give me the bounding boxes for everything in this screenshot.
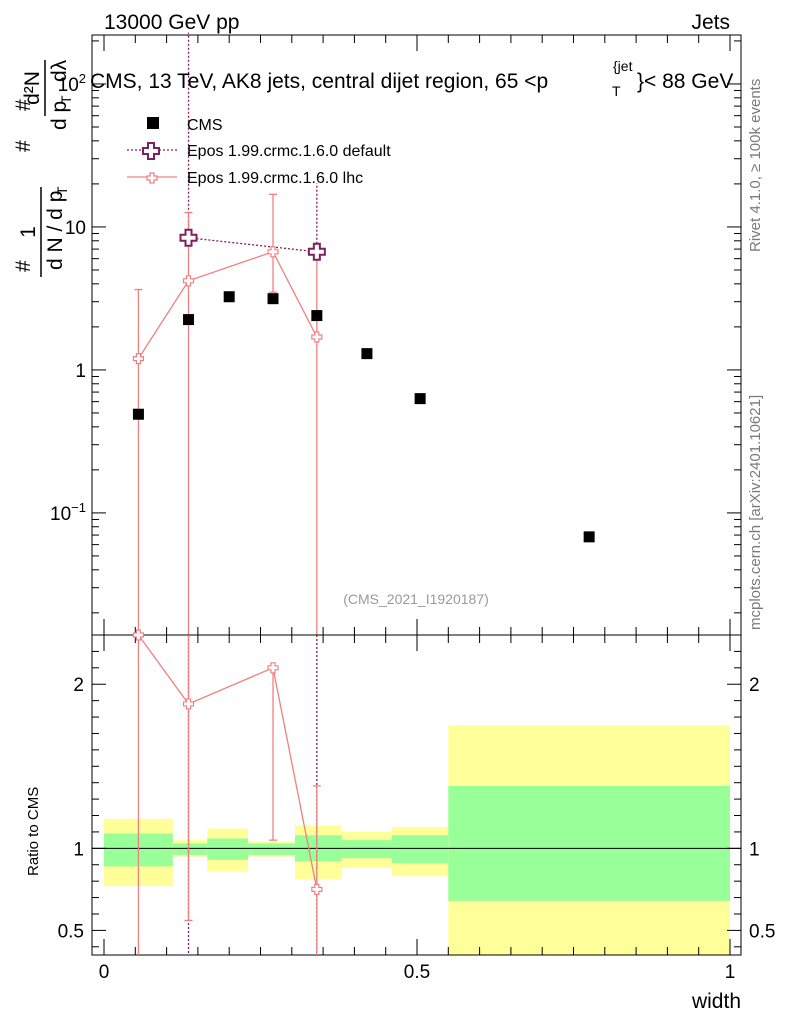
y-tick-label: 1: [75, 361, 86, 382]
ratio-y-tick-label: 1: [73, 839, 84, 860]
svg-text:d²N: d²N: [21, 71, 44, 105]
y-tick-label: 10−1: [50, 500, 86, 525]
series-lhc-point: [182, 275, 195, 287]
header-left: 13000 GeV pp: [104, 11, 239, 34]
x-tick-label: 0: [99, 962, 110, 983]
series-cms-point: [311, 310, 323, 322]
x-tick-label: 1: [725, 962, 736, 983]
ratio-ylabel: Ratio to CMS: [25, 787, 42, 876]
y-tick-label: 10: [65, 218, 86, 239]
analysis-watermark: (CMS_2021_I1920187): [343, 591, 489, 607]
series-cms-point: [223, 291, 235, 303]
main-panel: 10−1 1 10 102: [50, 32, 742, 636]
mcplots-label: mcplots.cern.ch [arXiv:2401.10621]: [747, 395, 764, 630]
x-tick-label: 0.5: [404, 962, 430, 983]
ratio-panel: 0.5 0.5 1 1 2 2 0 0.5 1: [58, 629, 775, 983]
ratio-band-green: [172, 843, 208, 855]
legend-default-marker: [142, 142, 160, 160]
legend-label-lhc: Epos 1.99.crmc.1.6.0 lhc: [187, 170, 363, 187]
plot-title: CMS, 13 TeV, AK8 jets, central dijet reg…: [90, 53, 733, 101]
ratio-band-green: [207, 838, 248, 860]
legend-lhc-marker: [146, 172, 158, 184]
ratio-y-tick-label: 0.5: [58, 921, 84, 942]
y-tick-label: 102: [58, 71, 86, 96]
svg-text:T: T: [54, 186, 70, 195]
series-default-line: [188, 237, 317, 253]
svg-text:d N / d p: d N / d p: [44, 191, 67, 270]
svg-text:1: 1: [17, 226, 40, 238]
series-lhc-line: [137, 251, 318, 359]
series-cms-point: [361, 348, 373, 360]
svg-text:#: #: [12, 260, 35, 272]
header-right: Jets: [691, 11, 730, 34]
ratio-lhc-point: [311, 883, 323, 895]
ratio-band-green: [247, 843, 295, 855]
ratio-band-green: [391, 835, 449, 864]
ratio-lhc-point: [132, 629, 145, 641]
series-default-point: [307, 242, 326, 261]
series-lhc-point: [267, 246, 279, 258]
svg-text:d p: d p: [48, 101, 71, 130]
ratio-lhc-point: [182, 698, 195, 710]
legend: CMS Epos 1.99.crmc.1.6.0 default Epos 1.…: [127, 117, 391, 187]
legend-label-cms: CMS: [187, 117, 223, 134]
series-lhc-point: [311, 331, 323, 343]
svg-text:CMS, 13 TeV, AK8 jets, central: CMS, 13 TeV, AK8 jets, central dijet reg…: [90, 53, 733, 101]
svg-text:#: #: [12, 99, 35, 111]
ratio-y-tick-label-right: 1: [749, 839, 760, 860]
series-cms-point: [132, 408, 144, 420]
legend-label-default: Epos 1.99.crmc.1.6.0 default: [187, 143, 391, 160]
ratio-y-tick-label: 2: [73, 675, 84, 696]
ratio-y-tick-label-right: 0.5: [749, 921, 775, 942]
ratio-band-green: [341, 840, 392, 859]
ratio-lhc-point: [267, 662, 279, 674]
series-cms-point: [267, 293, 279, 305]
legend-cms-marker: [147, 117, 159, 129]
series-lhc-point: [132, 353, 145, 365]
ratio-lhc-line: [137, 634, 318, 890]
series-default-point: [179, 228, 198, 247]
svg-text:dλ: dλ: [48, 59, 71, 82]
rivet-label: Rivet 4.1.0, ≥ 100k events: [747, 79, 764, 252]
main-ylabel: # 1 d N / d p T # # d²N d p T dλ: [12, 59, 74, 277]
svg-text:T: T: [58, 95, 74, 104]
ratio-band-green: [448, 785, 730, 901]
series-cms-point: [583, 531, 595, 543]
x-axis-label: width: [691, 990, 741, 1013]
svg-text:#: #: [12, 140, 35, 152]
series-cms-point: [183, 314, 195, 326]
series-cms-point: [414, 393, 426, 405]
ratio-y-tick-label-right: 2: [749, 675, 760, 696]
